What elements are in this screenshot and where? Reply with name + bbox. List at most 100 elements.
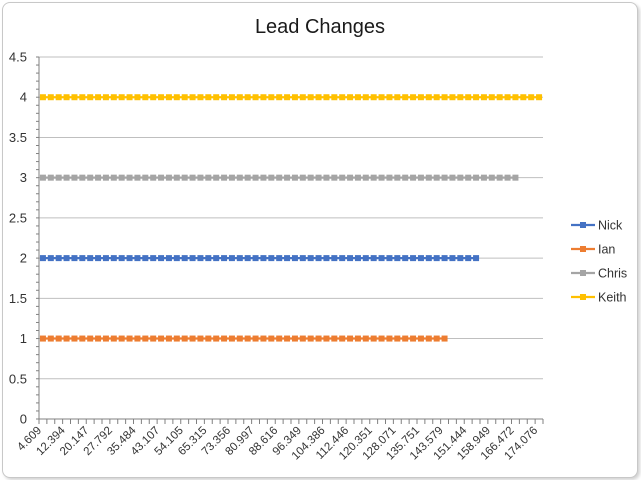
data-point [79,94,86,101]
data-point [134,94,141,101]
data-point [378,174,385,181]
data-point [79,255,86,262]
legend-label: Nick [598,219,623,233]
data-point [441,94,448,101]
data-point [87,174,94,181]
chart-title: Lead Changes [255,16,385,38]
data-point [197,335,204,342]
data-point [323,335,330,342]
data-point [268,335,275,342]
data-point [71,94,78,101]
data-point [386,94,393,101]
y-axis: 0 0.5 1 1.5 2 2.5 3 3.5 4 4.5 [9,50,40,427]
series-keith [39,94,543,101]
data-point [189,94,196,101]
data-point [87,335,94,342]
data-point [465,94,472,101]
data-point [213,94,220,101]
data-point [228,174,235,181]
data-point [339,255,346,262]
data-point [252,94,259,101]
y-tick-label: 2 [20,251,27,266]
data-point [150,174,157,181]
data-point [331,335,338,342]
data-point [252,255,259,262]
data-point [236,335,243,342]
data-point [39,255,46,262]
data-point [370,335,377,342]
data-point [331,174,338,181]
data-point [118,174,125,181]
data-point [291,255,298,262]
data-point [370,255,377,262]
data-point [142,174,149,181]
data-point [394,94,401,101]
data-point [299,174,306,181]
data-point [284,255,291,262]
data-point [79,335,86,342]
data-point [347,255,354,262]
data-point [441,255,448,262]
data-point [158,335,165,342]
gridlines [39,56,543,380]
y-tick-label: 1.5 [9,291,27,306]
data-point [354,94,361,101]
data-point [39,335,46,342]
data-point [347,94,354,101]
data-point [118,335,125,342]
data-point [173,174,180,181]
data-point [480,94,487,101]
data-point [205,174,212,181]
data-point [347,335,354,342]
y-tick-label: 2.5 [9,210,27,225]
data-point [63,255,70,262]
data-point [410,335,417,342]
legend-marker [580,270,586,276]
data-point [299,255,306,262]
data-point [457,94,464,101]
data-point [433,94,440,101]
data-point [165,335,172,342]
data-point [276,94,283,101]
data-point [536,94,543,101]
data-point [276,174,283,181]
data-point [126,174,133,181]
data-point [63,174,70,181]
legend-label: Ian [598,243,615,257]
data-point [410,174,417,181]
data-point [354,255,361,262]
data-point [55,94,62,101]
data-point [299,94,306,101]
data-point [213,174,220,181]
data-point [441,174,448,181]
legend-item-chris: Chris [571,267,627,281]
data-point [496,174,503,181]
data-point [173,335,180,342]
data-point [433,174,440,181]
data-point [189,255,196,262]
data-point [284,335,291,342]
data-point [449,94,456,101]
data-point [181,335,188,342]
data-point [315,94,322,101]
data-point [165,174,172,181]
data-point [110,335,117,342]
data-point [410,94,417,101]
data-point [244,335,251,342]
data-point [134,174,141,181]
y-tick-label: 0.5 [9,371,27,386]
data-point [331,255,338,262]
data-point [417,174,424,181]
data-point [307,255,314,262]
data-point [173,94,180,101]
data-point [95,94,102,101]
data-point [189,335,196,342]
data-point [47,174,54,181]
x-axis: 4.60912.39420.14727.79235.48443.10754.10… [15,418,544,463]
data-point [102,335,109,342]
data-point [473,174,480,181]
data-point [339,335,346,342]
data-point [150,335,157,342]
data-point [236,94,243,101]
data-point [299,335,306,342]
